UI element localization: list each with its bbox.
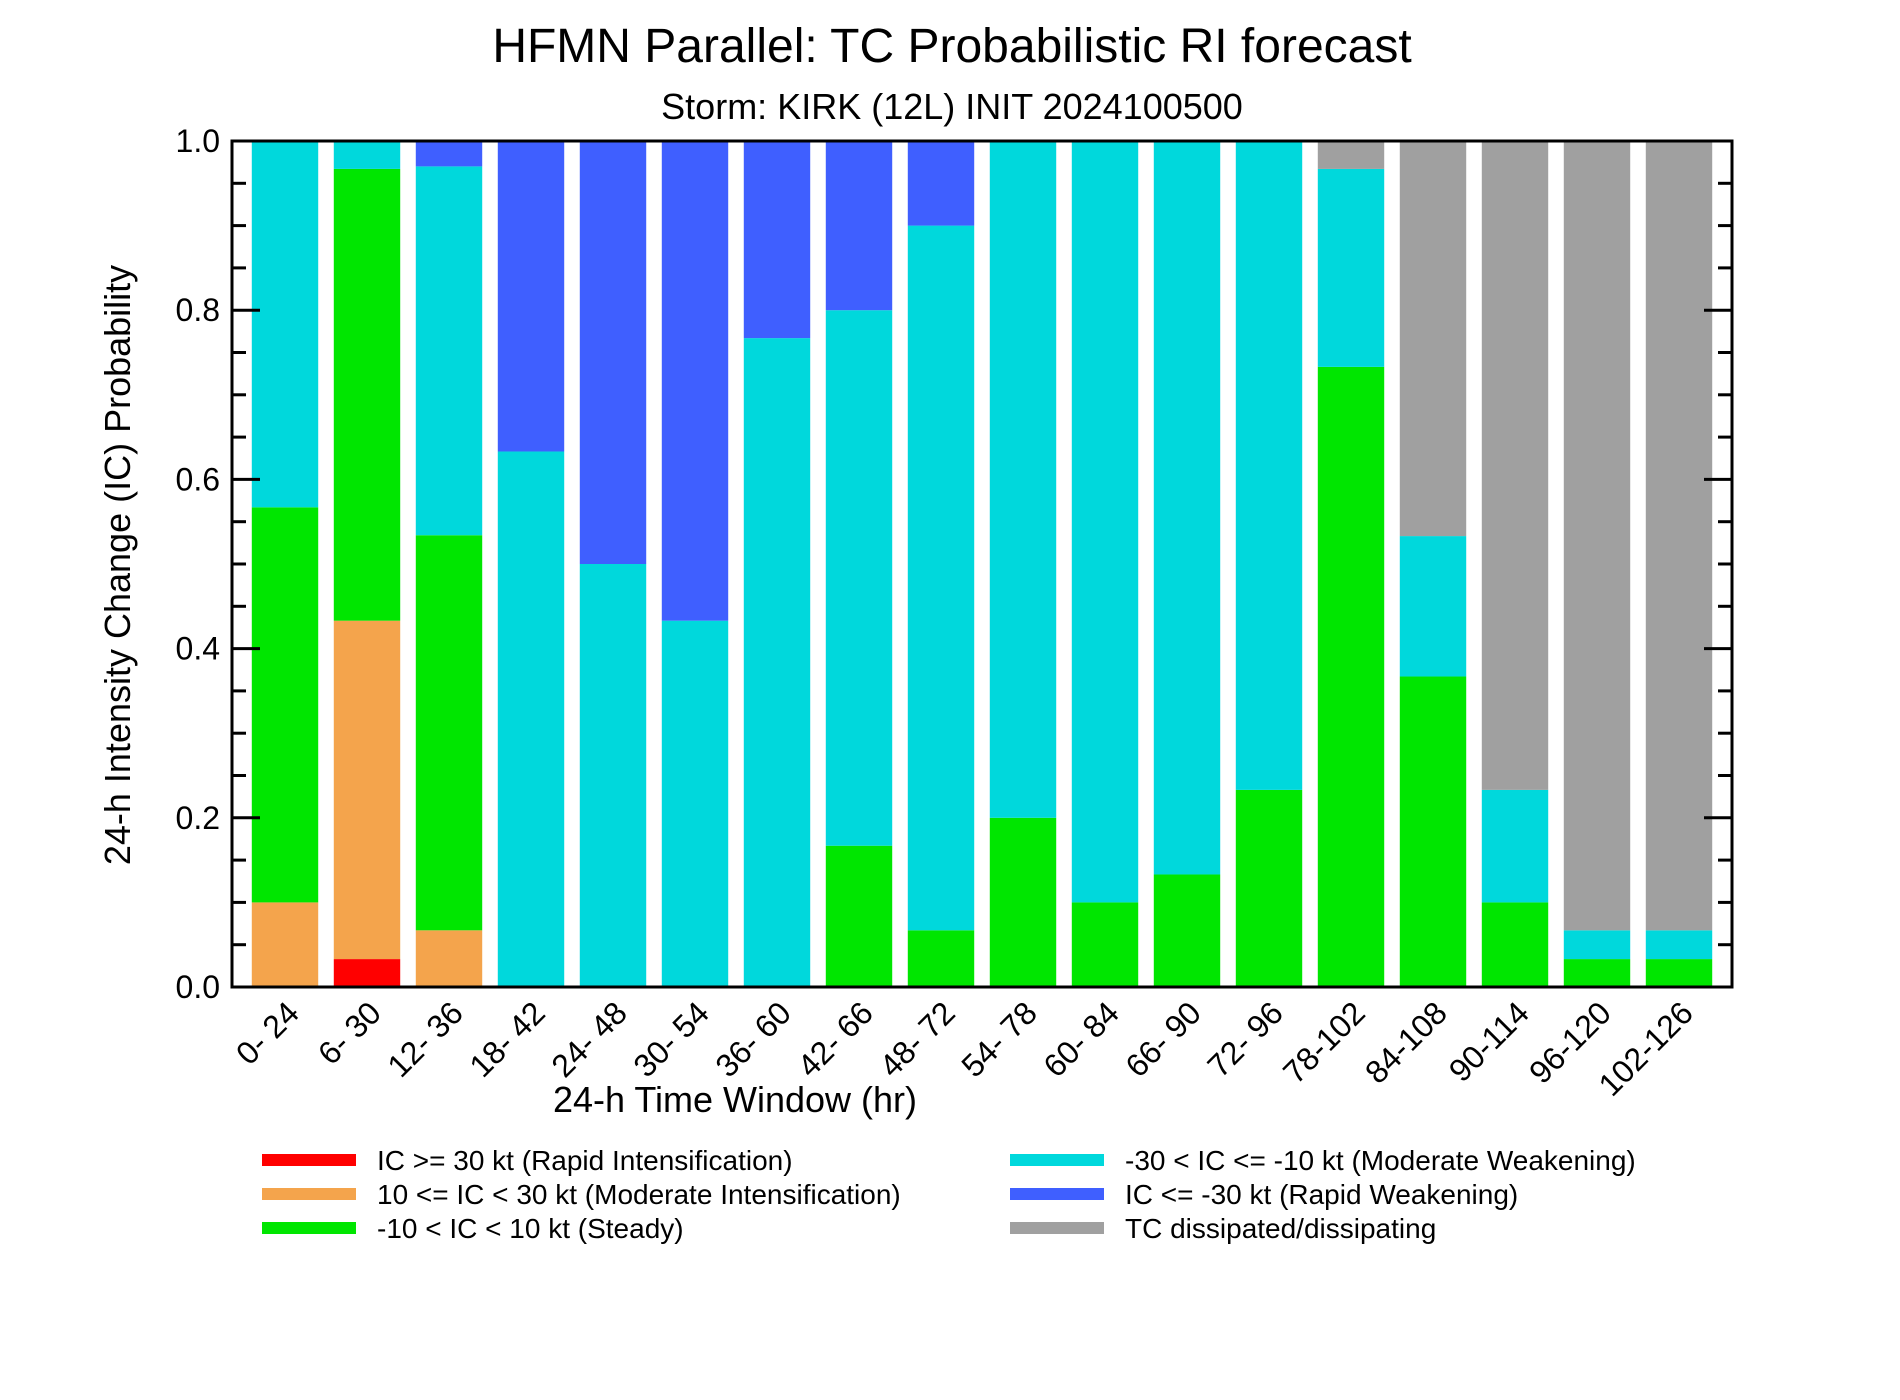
y-tick-label: 0.4	[176, 631, 220, 667]
bar-4-series-3	[579, 564, 647, 987]
bar-2-series-1	[415, 930, 483, 987]
bar-2-series-3	[415, 166, 483, 536]
y-tick-label: 0.6	[176, 461, 220, 497]
x-tick-label: 78-102	[1276, 994, 1372, 1090]
bar-5-series-4	[661, 141, 729, 621]
legend-label: -30 < IC <= -10 kt (Moderate Weakening)	[1125, 1145, 1636, 1176]
legend-swatch	[1010, 1154, 1104, 1166]
bar-15-series-5	[1481, 141, 1549, 790]
bar-16-series-2	[1563, 959, 1631, 987]
bar-13-series-3	[1317, 168, 1385, 367]
bar-10-series-3	[1071, 141, 1139, 903]
x-tick-label: 12- 36	[380, 994, 470, 1084]
bar-14-series-3	[1399, 536, 1467, 677]
legend-label: 10 <= IC < 30 kt (Moderate Intensificati…	[377, 1179, 901, 1210]
x-tick-label: 84-108	[1358, 994, 1454, 1090]
x-tick-label: 36- 60	[708, 994, 798, 1084]
y-tick-label: 0.2	[176, 800, 220, 836]
bar-11-series-3	[1153, 141, 1221, 875]
bar-14-series-5	[1399, 141, 1467, 537]
bar-3-series-3	[497, 451, 565, 987]
legend-label: TC dissipated/dissipating	[1125, 1213, 1436, 1244]
bar-17-series-5	[1645, 141, 1713, 931]
x-tick-label: 72- 96	[1200, 994, 1290, 1084]
bar-12-series-2	[1235, 789, 1303, 987]
bar-17-series-2	[1645, 959, 1713, 987]
bar-14-series-2	[1399, 676, 1467, 987]
bar-15-series-3	[1481, 789, 1549, 903]
bar-1-series-3	[333, 141, 401, 169]
bar-9-series-3	[989, 141, 1057, 818]
x-tick-label: 48- 72	[872, 994, 962, 1084]
bar-8-series-2	[907, 930, 975, 987]
bar-0-series-3	[251, 141, 319, 508]
bar-15-series-2	[1481, 902, 1549, 987]
x-tick-label: 24- 48	[544, 994, 634, 1084]
y-tick-label: 0.0	[176, 969, 220, 1005]
bar-6-series-4	[743, 141, 811, 339]
bar-17-series-3	[1645, 930, 1713, 960]
y-axis: 0.0 0.2 0.4 0.6 0.8 1.0	[176, 123, 1732, 1005]
bar-2-series-2	[415, 535, 483, 931]
legend-label: IC >= 30 kt (Rapid Intensification)	[377, 1145, 793, 1176]
legend-swatch	[262, 1154, 356, 1166]
legend-swatch	[1010, 1222, 1104, 1234]
legend-swatch	[1010, 1188, 1104, 1200]
bar-13-series-2	[1317, 366, 1385, 988]
legend-swatch	[262, 1222, 356, 1234]
bar-7-series-2	[825, 845, 893, 987]
bar-7-series-3	[825, 310, 893, 846]
bar-16-series-5	[1563, 141, 1631, 931]
legend: IC >= 30 kt (Rapid Intensification)10 <=…	[262, 1145, 1636, 1244]
bar-3-series-4	[497, 141, 565, 452]
bar-1-series-0	[333, 959, 401, 987]
x-tick-label: 66- 90	[1118, 994, 1208, 1084]
chart-subtitle: Storm: KIRK (12L) INIT 2024100500	[661, 86, 1243, 127]
bar-8-series-3	[907, 225, 975, 931]
bar-12-series-3	[1235, 141, 1303, 790]
bar-group	[251, 141, 1713, 988]
y-tick-label: 1.0	[176, 123, 220, 159]
x-tick-label: 0- 24	[229, 994, 306, 1071]
bar-0-series-2	[251, 507, 319, 903]
x-tick-label: 6- 30	[311, 994, 388, 1071]
bar-6-series-3	[743, 338, 811, 987]
y-tick-label: 0.8	[176, 292, 220, 328]
x-tick-label: 42- 66	[790, 994, 880, 1084]
legend-swatch	[262, 1188, 356, 1200]
x-tick-label: 18- 42	[462, 994, 552, 1084]
bar-1-series-2	[333, 168, 401, 621]
bar-10-series-2	[1071, 902, 1139, 987]
chart-title: HFMN Parallel: TC Probabilistic RI forec…	[492, 20, 1411, 73]
bar-9-series-2	[989, 817, 1057, 987]
legend-label: IC <= -30 kt (Rapid Weakening)	[1125, 1179, 1518, 1210]
bar-5-series-3	[661, 620, 729, 987]
bar-16-series-3	[1563, 930, 1631, 960]
x-tick-label: 60- 84	[1036, 994, 1126, 1084]
y-axis-label: 24-h Intensity Change (IC) Probability	[97, 265, 138, 865]
x-tick-label: 30- 54	[626, 994, 716, 1084]
bar-7-series-4	[825, 141, 893, 311]
x-tick-label: 54- 78	[954, 994, 1044, 1084]
bar-11-series-2	[1153, 874, 1221, 987]
bar-4-series-4	[579, 141, 647, 564]
bar-2-series-4	[415, 141, 483, 167]
x-axis-label: 24-h Time Window (hr)	[553, 1079, 917, 1120]
bar-13-series-5	[1317, 141, 1385, 169]
bar-0-series-1	[251, 902, 319, 987]
bar-1-series-1	[333, 620, 401, 960]
x-tick-label: 90-114	[1442, 994, 1536, 1088]
legend-label: -10 < IC < 10 kt (Steady)	[377, 1213, 684, 1244]
bar-8-series-4	[907, 141, 975, 226]
